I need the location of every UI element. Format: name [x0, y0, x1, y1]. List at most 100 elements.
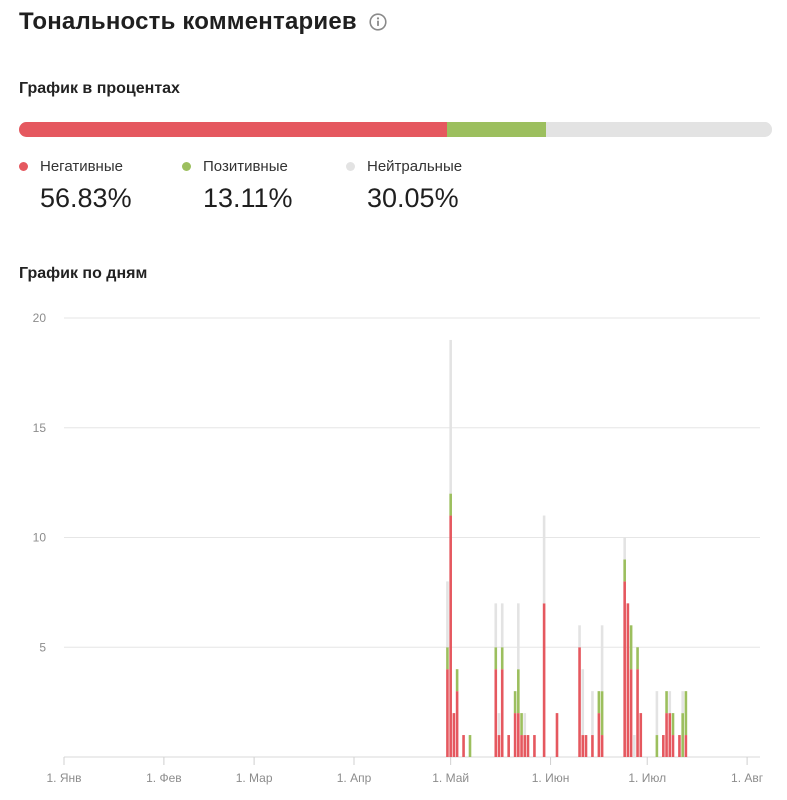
bar-positive: [636, 647, 639, 670]
x-tick-label: 1. Июл: [628, 771, 666, 785]
legend-value: 30.05%: [367, 183, 459, 213]
legend: Негативные 56.83% Позитивные 13.11% Нейт…: [19, 158, 719, 228]
bar-positive: [513, 691, 517, 714]
bar-negative: [578, 647, 581, 757]
bar-negative: [584, 735, 588, 757]
bar-positive: [684, 691, 688, 736]
bar-neutral: [600, 625, 604, 692]
bar-negative: [668, 713, 672, 757]
bar-negative: [523, 735, 527, 757]
bar-positive: [446, 647, 449, 670]
bar-negative: [526, 735, 530, 757]
bar-neutral: [446, 581, 449, 648]
bar-positive: [517, 669, 520, 714]
bar-negative: [600, 735, 604, 757]
bar-negative: [623, 581, 626, 757]
bar-negative: [581, 735, 585, 757]
legend-label: Позитивные: [203, 158, 288, 175]
bar-negative: [665, 713, 668, 757]
bar-negative: [513, 713, 517, 757]
percent-bar: [19, 122, 772, 137]
x-tick-label: 1. Апр: [337, 771, 372, 785]
bar-neutral: [668, 691, 672, 714]
legend-label: Негативные: [40, 158, 123, 175]
bar-negative: [597, 713, 601, 757]
percent-chart-title: График в процентах: [19, 80, 180, 97]
bar-negative: [446, 669, 449, 757]
y-tick-label: 10: [33, 531, 47, 545]
daily-chart-title: График по дням: [19, 265, 148, 282]
info-circle-icon[interactable]: [369, 13, 387, 31]
y-tick-label: 15: [33, 421, 47, 435]
bar-positive: [681, 713, 684, 757]
bar-neutral: [578, 625, 581, 648]
negative-dot-icon: [19, 162, 28, 171]
bar-negative: [555, 713, 559, 757]
bar-neutral: [517, 603, 520, 670]
bar-negative: [517, 713, 520, 757]
bar-positive: [600, 691, 604, 736]
bar-neutral: [623, 537, 626, 560]
bar-positive: [449, 493, 452, 516]
x-tick-label: 1. Янв: [46, 771, 81, 785]
bar-negative: [662, 735, 665, 757]
bar-negative: [494, 669, 498, 757]
header: Тональность комментариев: [19, 8, 387, 36]
bar-neutral: [581, 669, 585, 736]
bar-neutral: [494, 603, 498, 648]
bar-negative: [671, 735, 675, 757]
bar-negative: [684, 735, 688, 757]
bar-neutral: [542, 515, 546, 604]
daily-stacked-bar-chart: 20 15 10 5 1. Янв 1. Фев 1. Мар 1. Апр 1. Май 1. …: [33, 311, 764, 785]
bar-negative: [452, 713, 456, 757]
bar-positive: [520, 713, 523, 736]
legend-label: Нейтральные: [367, 158, 463, 175]
neutral-dot-icon: [346, 162, 355, 171]
bar-neutral: [681, 691, 684, 714]
bar-neutral: [633, 735, 636, 757]
x-tick-label: 1. Мар: [236, 771, 273, 785]
bar-negative: [533, 735, 536, 757]
bar-negative: [520, 735, 523, 757]
bar-negative: [626, 603, 630, 757]
bar-positive: [494, 647, 498, 670]
bar-negative: [639, 713, 643, 757]
x-tick-label: 1. Фев: [146, 771, 182, 785]
bar-neutral: [591, 691, 594, 736]
bar-negative: [636, 669, 639, 757]
bar-neutral: [500, 603, 504, 648]
legend-item-negative[interactable]: Негативные 56.83%: [19, 158, 132, 214]
bar-negative: [455, 691, 459, 757]
x-tick-label: 1. Авг: [731, 771, 764, 785]
bar-neutral: [497, 713, 501, 736]
bar-negative: [500, 669, 504, 757]
bar-negative: [449, 515, 452, 757]
page-title: Тональность комментариев: [19, 8, 357, 35]
bar-positive: [623, 559, 626, 582]
bar-neutral: [523, 713, 527, 736]
percent-bar-positive: [446, 122, 546, 137]
bar-positive: [455, 669, 459, 692]
bar-positive: [655, 735, 659, 757]
bar-negative: [497, 735, 501, 757]
bar-negative: [462, 735, 465, 757]
x-tick-label: 1. Июн: [532, 771, 570, 785]
legend-value: 13.11%: [203, 183, 293, 213]
bar-neutral: [449, 339, 452, 494]
bar-positive: [500, 647, 504, 670]
percent-bar-neutral: [545, 122, 772, 137]
bar-negative: [542, 603, 546, 757]
bar-negative: [678, 735, 681, 757]
y-tick-label: 20: [33, 311, 47, 325]
bar-positive: [597, 691, 601, 714]
legend-item-neutral[interactable]: Нейтральные 30.05%: [346, 158, 462, 214]
bar-positive: [629, 625, 633, 670]
bar-negative: [629, 669, 633, 757]
bar-positive: [671, 713, 675, 736]
bar-positive: [468, 735, 472, 757]
bar-negative: [507, 735, 510, 757]
y-tick-label: 5: [39, 640, 46, 654]
x-tick-label: 1. Май: [432, 771, 469, 785]
bar-positive: [665, 691, 668, 714]
legend-item-positive[interactable]: Позитивные 13.11%: [182, 158, 293, 214]
